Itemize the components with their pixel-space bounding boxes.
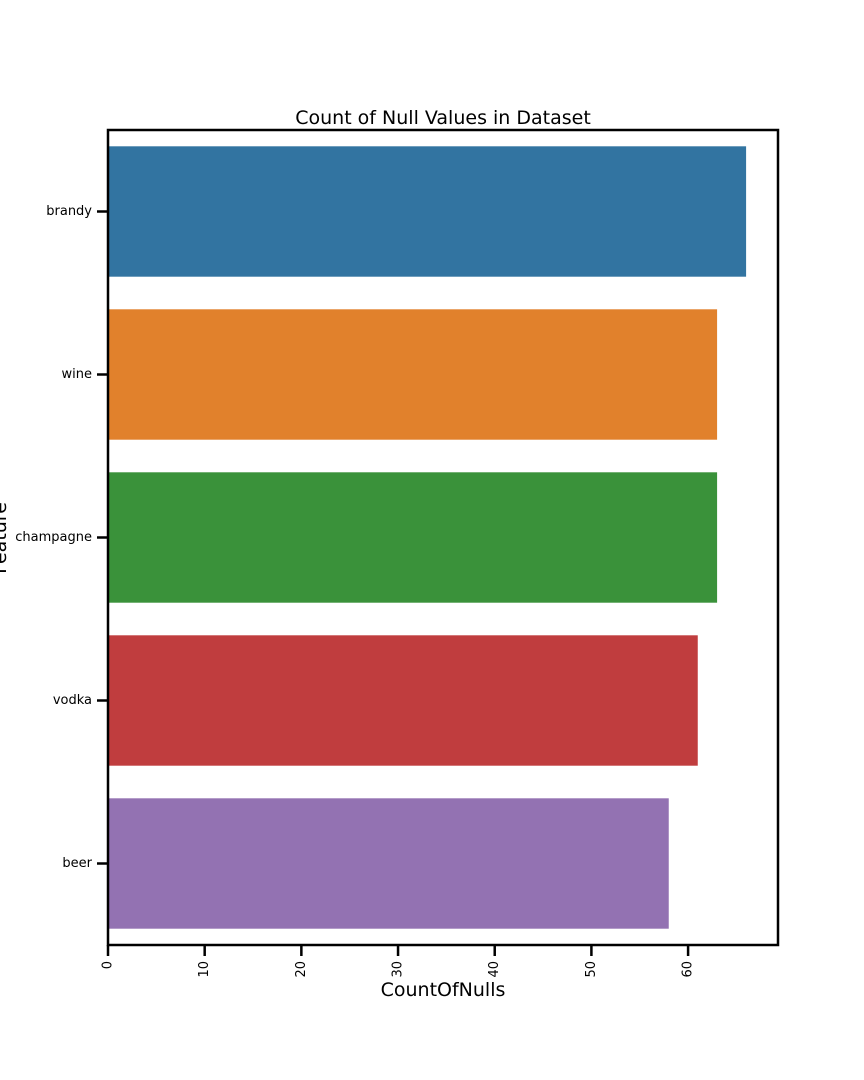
x-tick-label: 10 xyxy=(197,961,212,978)
bar-wine xyxy=(108,309,718,440)
y-axis-label: Feature xyxy=(0,502,11,574)
y-tick-label: brandy xyxy=(46,204,92,219)
y-axis-ticks: brandy wine champagne vodka beer xyxy=(15,204,108,871)
x-axis-label: CountOfNulls xyxy=(381,979,506,1001)
x-tick-label: 30 xyxy=(391,961,406,978)
bars-layer xyxy=(108,146,747,929)
bar-beer xyxy=(108,798,669,929)
y-tick-label: vodka xyxy=(53,693,92,708)
x-tick-label: 0 xyxy=(101,961,116,969)
x-tick-label: 50 xyxy=(584,961,599,978)
y-tick-label: beer xyxy=(62,856,92,871)
y-tick-label: wine xyxy=(62,367,92,382)
y-tick-label: champagne xyxy=(15,530,92,545)
x-tick-label: 40 xyxy=(487,961,502,978)
x-tick-label: 60 xyxy=(681,961,696,978)
bar-vodka xyxy=(108,635,698,766)
bar-champagne xyxy=(108,472,718,603)
x-axis-ticks: 0 10 20 30 40 50 60 xyxy=(101,945,696,978)
plot-frame xyxy=(106,128,780,947)
x-tick-label: 20 xyxy=(294,961,309,978)
bar-brandy xyxy=(108,146,747,277)
chart-title: Count of Null Values in Dataset xyxy=(295,107,591,129)
